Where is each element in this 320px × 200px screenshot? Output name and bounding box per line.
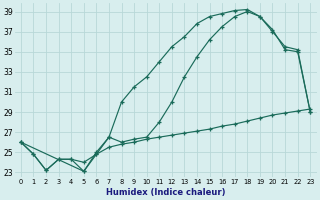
X-axis label: Humidex (Indice chaleur): Humidex (Indice chaleur) xyxy=(106,188,225,197)
